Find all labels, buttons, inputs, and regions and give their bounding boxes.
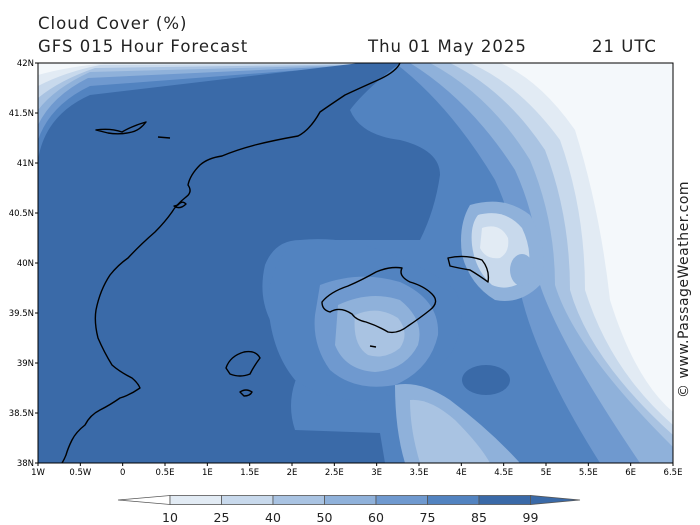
lat-label: 38.5N xyxy=(9,409,34,419)
legend-swatch xyxy=(221,495,274,505)
legend-label: 50 xyxy=(317,510,333,525)
coast-north-fragment-2 xyxy=(157,136,171,139)
spain-coastline xyxy=(61,63,401,463)
coast-north-fragment xyxy=(95,121,147,135)
lon-label: 0 xyxy=(120,468,125,478)
latitude-axis: 42N 41.5N 41N 40.5N 40N 39.5N 39N 38.5N 38N xyxy=(9,59,38,469)
lon-label: 6E xyxy=(625,468,636,478)
forecast-date: Thu 01 May 2025 xyxy=(368,37,527,56)
lon-label: 3E xyxy=(371,468,382,478)
legend-label: 60 xyxy=(368,510,384,525)
menorca-island xyxy=(447,255,490,283)
legend-label: 85 xyxy=(471,510,487,525)
ebro-delta xyxy=(173,201,187,209)
lon-label: 0.5E xyxy=(156,468,175,478)
cloud-clear-east-3 xyxy=(480,226,509,259)
lat-label: 41.5N xyxy=(9,109,34,119)
lon-label: 3.5E xyxy=(410,468,429,478)
lat-label: 41N xyxy=(17,159,34,169)
longitude-axis: 1W 0.5W 0 0.5E 1E 1.5E 2E 2.5E 3E 3.5E 4E 4.5E 5E 5.5… xyxy=(31,463,682,478)
lat-label: 38N xyxy=(17,459,34,469)
legend-swatch xyxy=(375,495,428,505)
legend-arrow-right xyxy=(530,495,581,505)
cloud-patch-south-core xyxy=(354,310,405,357)
lon-label: 0.5W xyxy=(69,468,92,478)
legend-label: 25 xyxy=(214,510,230,525)
legend-swatch xyxy=(324,495,377,505)
lat-label: 40.5N xyxy=(9,209,34,219)
lat-label: 42N xyxy=(17,59,34,69)
lat-label: 39N xyxy=(17,359,34,369)
legend-swatch xyxy=(478,495,531,505)
legend-swatch xyxy=(272,495,325,505)
map-title: Cloud Cover (%) xyxy=(38,14,188,33)
cloud-cover-field xyxy=(38,63,673,463)
lon-label: 1W xyxy=(31,468,45,478)
legend-label: 40 xyxy=(265,510,281,525)
lon-label: 5E xyxy=(541,468,552,478)
lon-label: 4.5E xyxy=(494,468,513,478)
legend-swatch xyxy=(427,495,480,505)
lon-label: 4E xyxy=(456,468,467,478)
lat-label: 40N xyxy=(17,259,34,269)
legend-label: 99 xyxy=(523,510,539,525)
legend-swatch xyxy=(169,495,222,505)
lon-label: 6.5E xyxy=(664,468,683,478)
lat-label: 39.5N xyxy=(9,309,34,319)
lon-label: 2E xyxy=(287,468,298,478)
cloud-tongue-southeast-inner xyxy=(410,399,490,463)
lon-label: 1E xyxy=(202,468,213,478)
ibiza-island xyxy=(225,350,261,377)
legend-label: 75 xyxy=(420,510,436,525)
lon-label: 2.5E xyxy=(325,468,344,478)
mallorca-island xyxy=(321,266,437,334)
forecast-time: 21 UTC xyxy=(592,37,657,56)
lon-label: 1.5E xyxy=(240,468,259,478)
legend-arrow-left xyxy=(117,495,171,505)
forecast-model-label: GFS 015 Hour Forecast xyxy=(38,37,249,56)
cloud-band-99 xyxy=(38,63,440,463)
cloud-cover-legend: 10 25 40 50 60 75 85 99 xyxy=(117,495,581,525)
cloud-pocket-dense xyxy=(462,365,510,395)
lon-label: 5.5E xyxy=(579,468,598,478)
legend-label: 10 xyxy=(162,510,178,525)
site-credit: © www.PassageWeather.com xyxy=(676,180,692,398)
cloud-patch-east xyxy=(510,254,534,286)
cabrera-island xyxy=(369,345,377,348)
coastlines xyxy=(61,63,490,463)
formentera-island xyxy=(239,389,253,397)
